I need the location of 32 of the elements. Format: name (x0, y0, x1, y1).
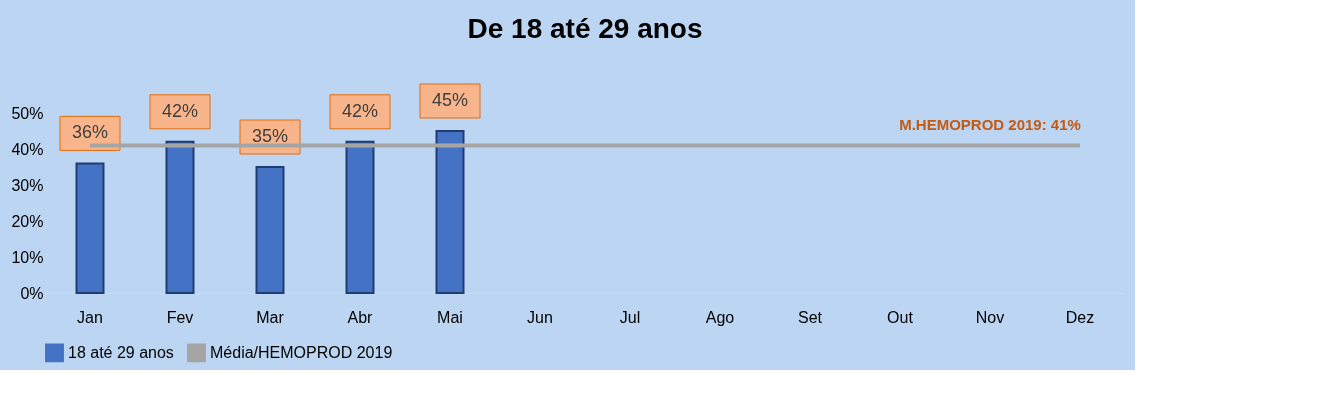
bar (165, 140, 195, 294)
y-tick-label: 40% (11, 140, 44, 158)
x-tick-label: Abr (347, 308, 374, 326)
x-tick-label: Nov (975, 308, 1005, 326)
chart-title: De 18 até 29 anos (467, 12, 703, 44)
y-tick-label: 0% (20, 284, 44, 302)
y-tick-label: 20% (11, 212, 44, 230)
annotation: M.HEMOPROD 2019: 41% (899, 116, 1081, 134)
y-tick-label: 50% (11, 104, 44, 122)
legend-label: 18 até 29 anos (68, 343, 174, 361)
bar (75, 162, 105, 294)
x-tick-label: Mai (437, 308, 463, 326)
x-tick-label: Set (797, 308, 823, 326)
data-label: 36% (71, 122, 109, 143)
bar (345, 140, 375, 294)
data-label: 42% (161, 100, 199, 121)
x-tick-label: Jan (77, 308, 103, 326)
x-tick-label: Out (887, 308, 914, 326)
y-tick-label: 30% (11, 176, 44, 194)
bar (255, 166, 285, 294)
legend-label: Média/HEMOPROD 2019 (210, 343, 393, 361)
data-label: 45% (431, 90, 469, 110)
x-tick-label: Ago (705, 308, 735, 326)
bar (435, 130, 465, 294)
x-tick-label: Jul (619, 308, 641, 326)
x-tick-label: Fev (166, 308, 194, 326)
data-label: 42% (341, 100, 379, 121)
x-tick-label: Mar (256, 308, 285, 326)
x-tick-label: Jun (527, 308, 553, 326)
data-label: 35% (251, 126, 289, 146)
y-tick-label: 10% (11, 248, 44, 266)
x-tick-label: Dez (1065, 308, 1095, 326)
